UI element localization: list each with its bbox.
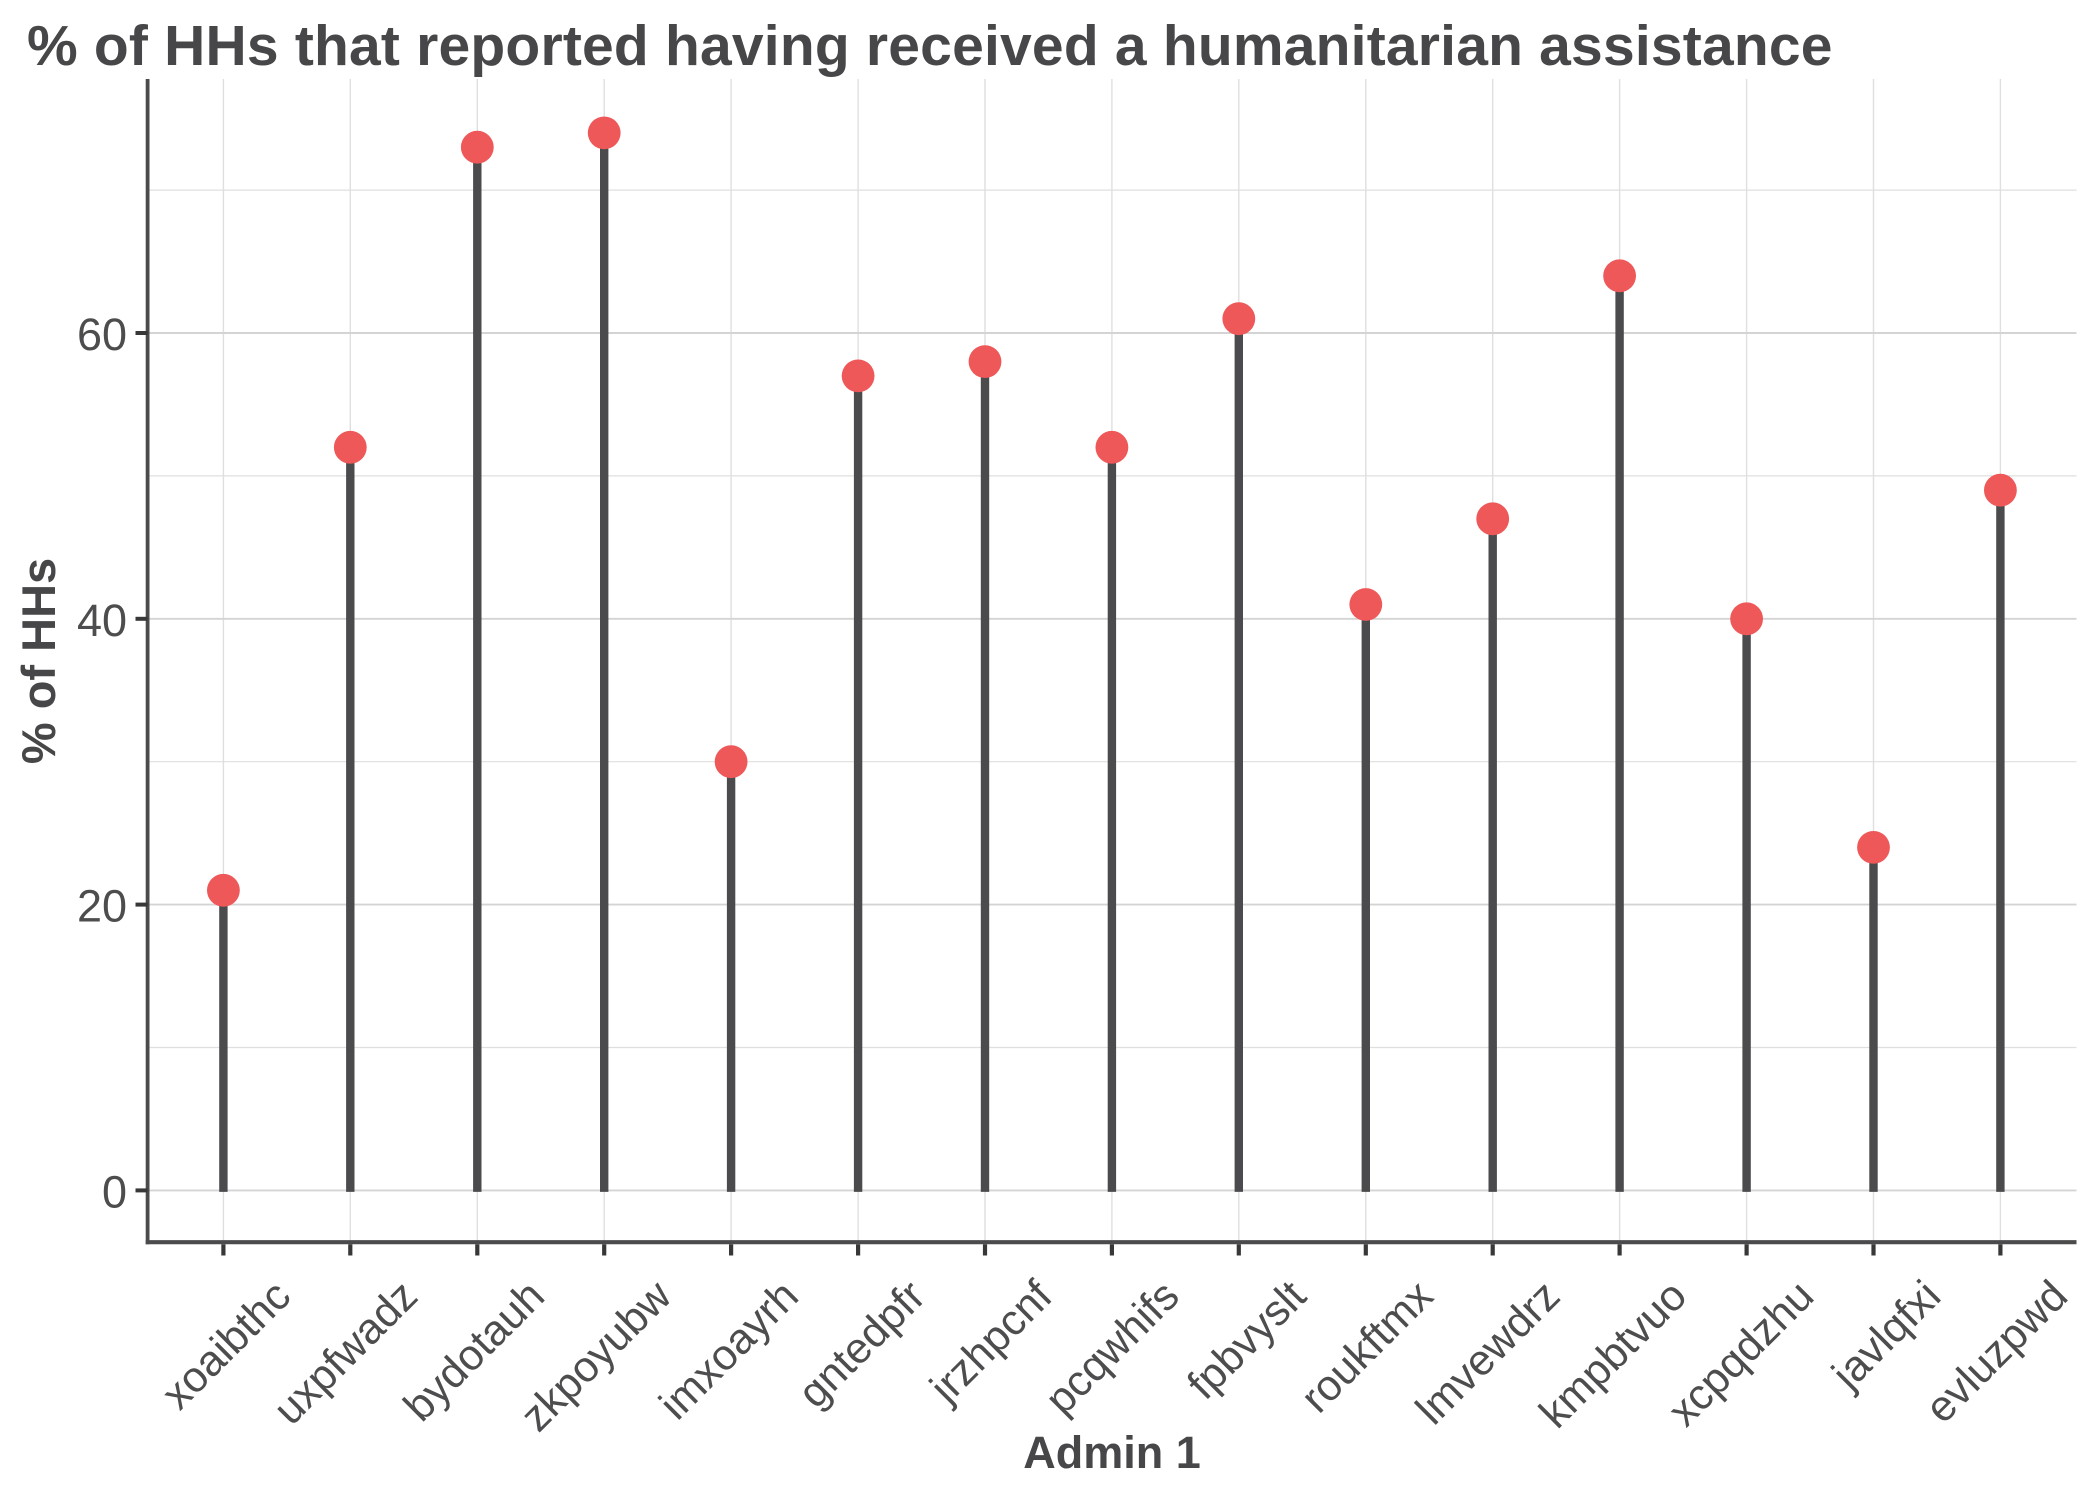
svg-text:% of HHs: % of HHs: [12, 558, 65, 764]
svg-text:60: 60: [77, 309, 127, 360]
svg-text:40: 40: [77, 595, 127, 646]
svg-text:Admin 1: Admin 1: [1023, 1427, 1201, 1478]
svg-text:0: 0: [102, 1166, 127, 1217]
svg-text:20: 20: [77, 881, 127, 932]
svg-text:% of HHs that reported having: % of HHs that reported having received a…: [27, 14, 1833, 78]
